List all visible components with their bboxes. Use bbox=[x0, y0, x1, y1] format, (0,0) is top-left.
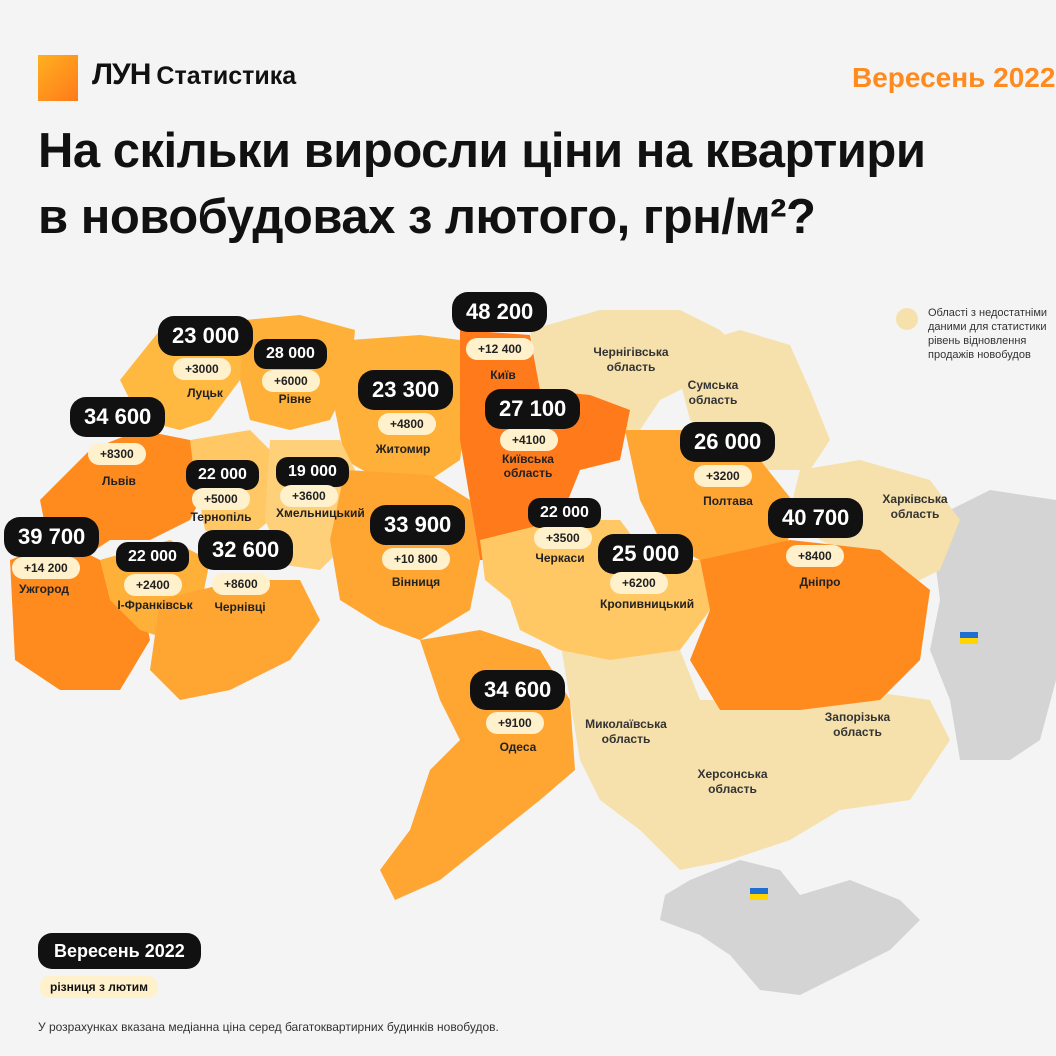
price-chernivtsi: 32 600 bbox=[198, 530, 294, 570]
diff-kyiv: +12 400 bbox=[466, 338, 534, 360]
page-title: На скільки виросли ціни на квартири в но… bbox=[38, 118, 1038, 250]
region-crimea bbox=[660, 860, 920, 995]
city-lutsk: Луцьк bbox=[187, 386, 223, 400]
price-lutsk: 23 000 bbox=[158, 316, 254, 356]
ukraine-flag-icon bbox=[960, 632, 978, 638]
diff-kyiv-region: +4100 bbox=[500, 429, 558, 451]
diff-lviv: +8300 bbox=[88, 443, 146, 465]
city-dnipro: Дніпро bbox=[799, 575, 841, 589]
city-zhytomyr: Житомир bbox=[375, 442, 431, 456]
brand-logo-icon bbox=[38, 55, 78, 101]
diff-lutsk: +3000 bbox=[173, 358, 231, 380]
city-vinnytsia: Вінниця bbox=[391, 575, 441, 589]
city-lviv: Львів bbox=[102, 474, 136, 488]
city-ternopil: Тернопіль bbox=[190, 510, 252, 524]
city-kyiv-region: Київська область bbox=[502, 452, 554, 480]
city-uzhhorod: Ужгород bbox=[18, 582, 70, 596]
price-dnipro: 40 700 bbox=[768, 498, 864, 538]
region-dnipro bbox=[690, 540, 930, 710]
diff-chernivtsi: +8600 bbox=[212, 573, 270, 595]
region-sumy bbox=[680, 330, 830, 470]
footnote: У розрахунках вказана медіанна ціна сере… bbox=[38, 1020, 499, 1034]
title-line-2: в новобудовах з лютого, грн/м²? bbox=[38, 190, 816, 244]
diff-vinnytsia: +10 800 bbox=[382, 548, 450, 570]
price-poltava: 26 000 bbox=[680, 422, 776, 462]
legend-period: Вересень 2022 bbox=[38, 933, 201, 969]
city-odesa: Одеса bbox=[499, 740, 537, 754]
no-data-legend-text: Області з недостатніми даними для статис… bbox=[928, 307, 1048, 361]
price-ternopil: 22 000 bbox=[186, 460, 259, 490]
city-kyiv: Київ bbox=[490, 368, 516, 382]
label-kharkiv: Харківська область bbox=[882, 492, 948, 521]
label-chernihiv: Чернігівська область bbox=[593, 345, 669, 374]
region-east-occupied bbox=[930, 490, 1056, 760]
label-zaporizhzhia: Запорізька область bbox=[824, 710, 891, 739]
price-uzhhorod: 39 700 bbox=[4, 517, 100, 557]
price-kyiv-region: 27 100 bbox=[485, 389, 581, 429]
brand-title: ЛУН bbox=[92, 58, 151, 91]
city-chernivtsi: Чернівці bbox=[214, 600, 266, 614]
title-line-1: На скільки виросли ціни на квартири bbox=[38, 124, 926, 178]
diff-zhytomyr: +4800 bbox=[378, 413, 436, 435]
price-odesa: 34 600 bbox=[470, 670, 566, 710]
diff-ternopil: +5000 bbox=[192, 488, 250, 510]
diff-ivano-frankivsk: +2400 bbox=[124, 574, 182, 596]
label-sumy: Сумська область bbox=[687, 378, 739, 407]
city-kropyvnytskyi: Кропивницький bbox=[600, 597, 695, 611]
diff-odesa: +9100 bbox=[486, 712, 544, 734]
region-kharkiv bbox=[790, 460, 960, 590]
header-date: Вересень 2022 bbox=[852, 62, 1056, 93]
diff-kropyvnytskyi: +6200 bbox=[610, 572, 668, 594]
city-rivne: Рівне bbox=[278, 392, 312, 406]
diff-poltava: +3200 bbox=[694, 465, 752, 487]
city-cherkasy: Черкаси bbox=[535, 551, 585, 565]
label-mykolaiv: Миколаївська область bbox=[585, 717, 667, 746]
no-data-legend-swatch bbox=[896, 308, 918, 330]
ukraine-flag-icon-yellow bbox=[960, 638, 978, 644]
price-vinnytsia: 33 900 bbox=[370, 505, 466, 545]
price-lviv: 34 600 bbox=[70, 397, 166, 437]
price-rivne: 28 000 bbox=[254, 339, 327, 369]
price-kropyvnytskyi: 25 000 bbox=[598, 534, 694, 574]
crimea-flag-icon bbox=[750, 888, 768, 894]
price-kyiv: 48 200 bbox=[452, 292, 548, 332]
city-poltava: Полтава bbox=[703, 494, 753, 508]
diff-cherkasy: +3500 bbox=[534, 527, 592, 549]
price-khmelnytskyi: 19 000 bbox=[276, 457, 349, 487]
region-chernivtsi bbox=[150, 580, 320, 700]
diff-khmelnytskyi: +3600 bbox=[280, 485, 338, 507]
brand-subtitle: Статистика bbox=[156, 62, 297, 90]
legend-diff: різниця з лютим bbox=[40, 976, 158, 998]
crimea-flag-icon-yellow bbox=[750, 894, 768, 900]
diff-rivne: +6000 bbox=[262, 370, 320, 392]
label-kherson: Херсонська область bbox=[697, 767, 768, 796]
brand-name: ЛУН Статистика bbox=[92, 58, 296, 92]
price-zhytomyr: 23 300 bbox=[358, 370, 454, 410]
city-khmelnytskyi: Хмельницький bbox=[276, 506, 365, 520]
price-ivano-frankivsk: 22 000 bbox=[116, 542, 189, 572]
city-ivano-frankivsk: І-Франківськ bbox=[117, 598, 193, 612]
price-cherkasy: 22 000 bbox=[528, 498, 601, 528]
diff-dnipro: +8400 bbox=[786, 545, 844, 567]
diff-uzhhorod: +14 200 bbox=[12, 557, 80, 579]
